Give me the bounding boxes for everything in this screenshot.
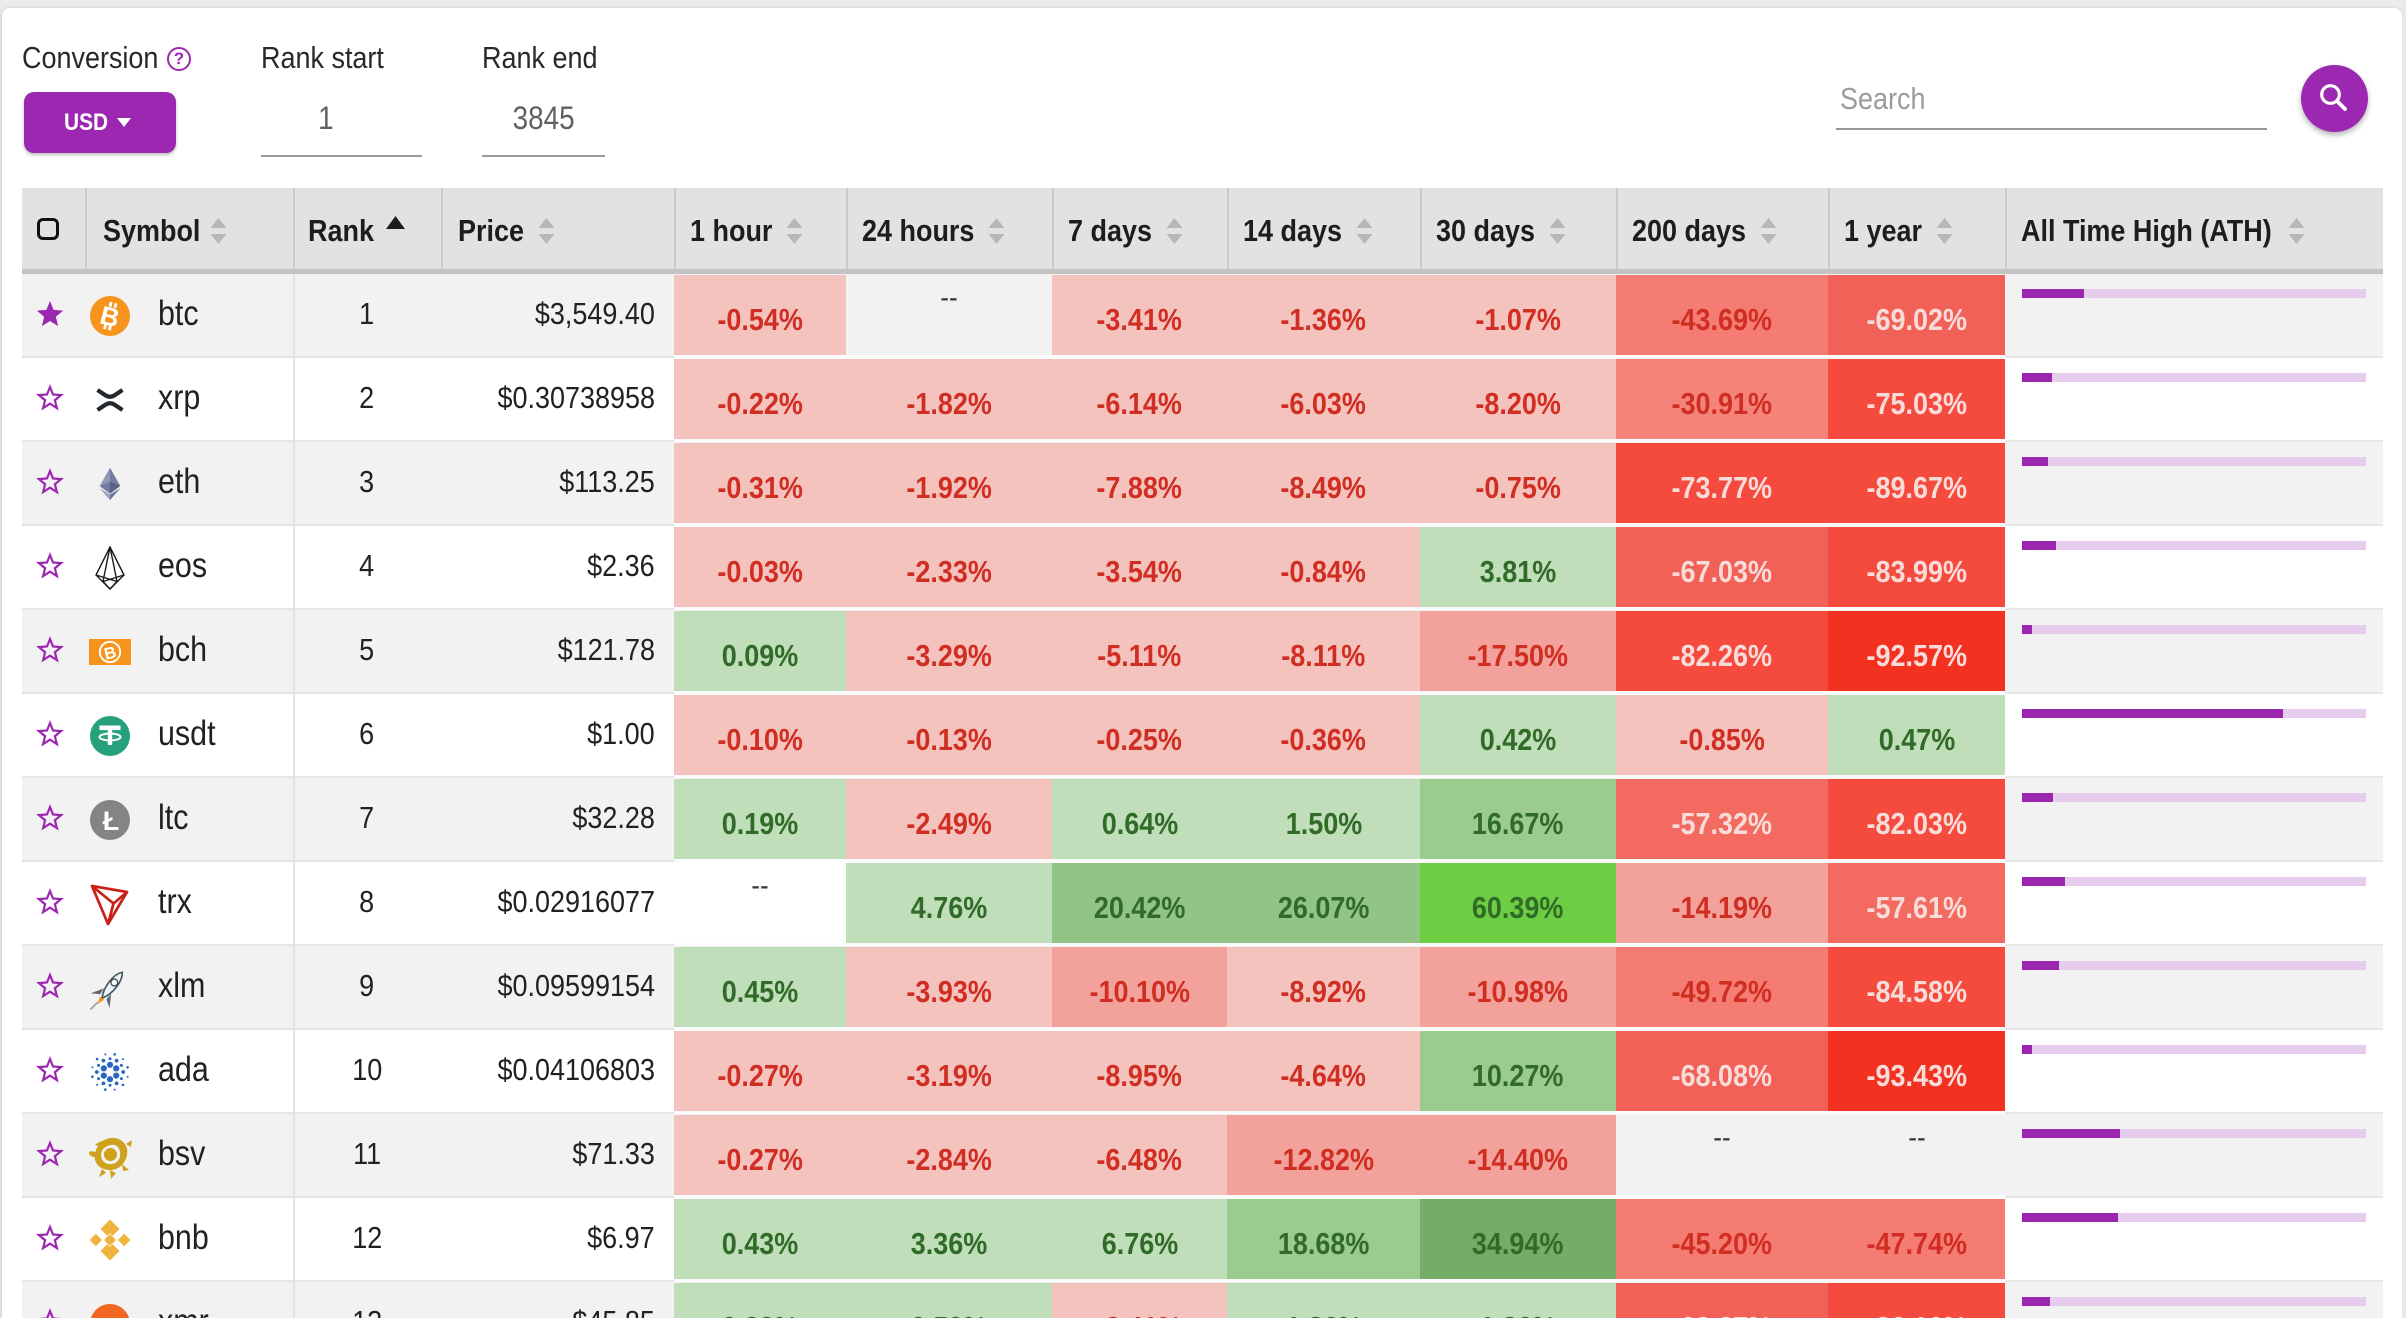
svg-text:Ł: Ł: [103, 806, 120, 836]
svg-text:B: B: [102, 643, 118, 663]
